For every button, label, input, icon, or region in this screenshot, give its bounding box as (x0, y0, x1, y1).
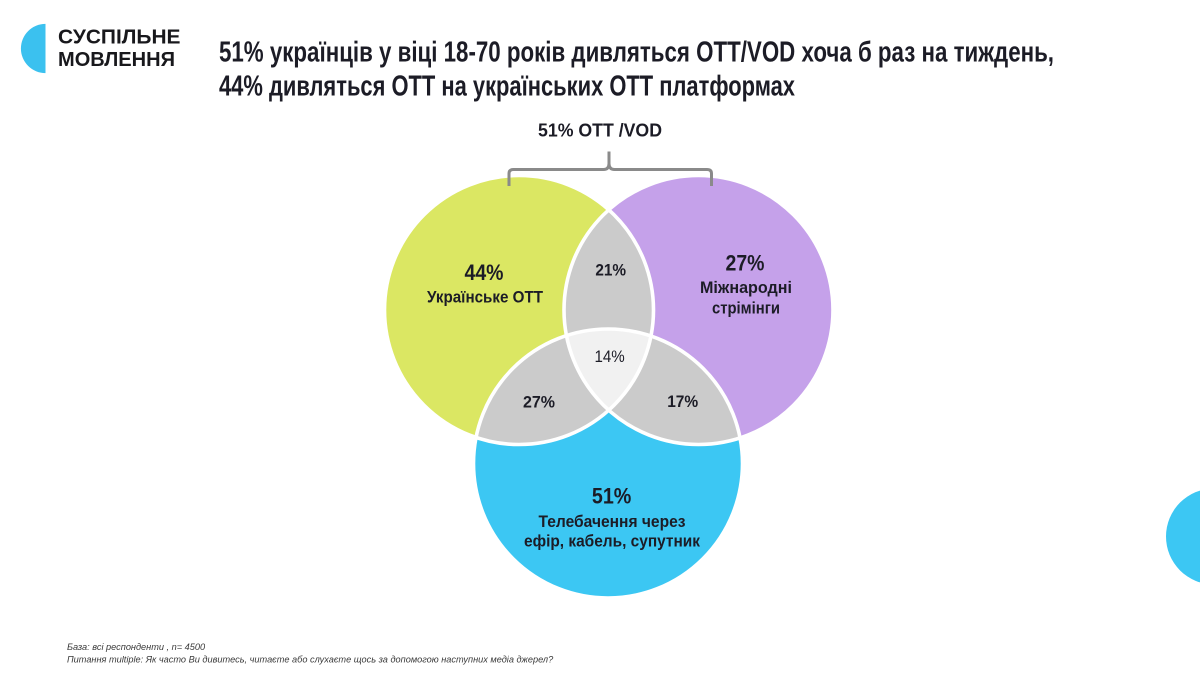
svg-text:База: всі респонденти , n= 450: База: всі респонденти , n= 4500 (67, 642, 206, 652)
svg-text:Українське ОТТ: Українське ОТТ (427, 287, 544, 306)
svg-text:27%: 27% (726, 251, 765, 276)
svg-text:ефір, кабель, супутник: ефір, кабель, супутник (524, 532, 700, 551)
svg-text:МОВЛЕННЯ: МОВЛЕННЯ (58, 49, 175, 71)
svg-text:Питання multiple: Як часто Ви: Питання multiple: Як часто Ви дивитесь, … (67, 654, 554, 664)
svg-text:51% українців у віці 18-70 рок: 51% українців у віці 18-70 років дивлять… (219, 37, 1054, 69)
svg-text:44% дивляться ОТТ на українськ: 44% дивляться ОТТ на українських ОТТ пла… (219, 71, 795, 103)
svg-text:17%: 17% (667, 392, 698, 411)
svg-text:стрімінги: стрімінги (712, 299, 780, 318)
svg-text:51%: 51% (592, 484, 632, 509)
svg-text:27%: 27% (523, 393, 555, 412)
svg-text:44%: 44% (465, 260, 504, 285)
svg-text:Телебачення через: Телебачення через (539, 512, 686, 531)
svg-text:51% ОТТ /VOD: 51% ОТТ /VOD (538, 120, 662, 141)
svg-text:СУСПІЛЬНЕ: СУСПІЛЬНЕ (58, 27, 181, 49)
svg-text:14%: 14% (594, 347, 624, 366)
svg-text:21%: 21% (595, 260, 626, 279)
svg-text:Міжнародні: Міжнародні (700, 278, 792, 297)
